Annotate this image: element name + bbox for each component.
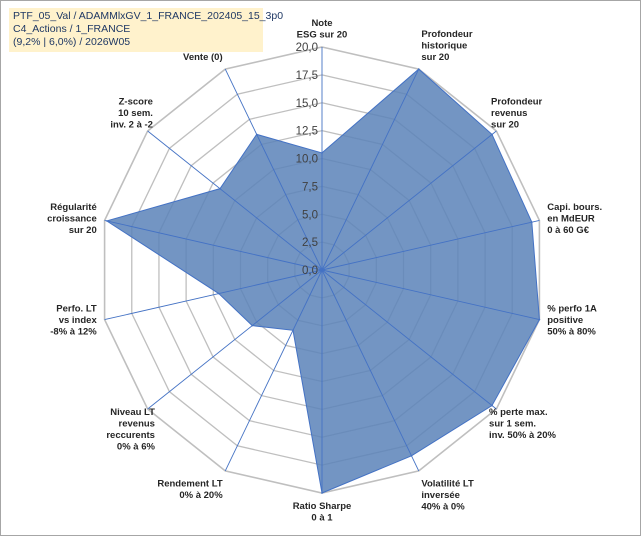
axis-label-line: Niveau LT — [110, 407, 155, 418]
axis-label-line: en MdEUR — [547, 213, 595, 224]
tick-label: 5,0 — [302, 209, 318, 221]
axis-label-line: revenus — [119, 418, 155, 429]
radar-tick-labels: 0,0 2,5 5,0 7,5 10,0 12,5 15,0 17,5 20,0 — [296, 42, 318, 277]
axis-label: Rendement LT 0% à 20% — [157, 478, 223, 501]
header-line-3: (9,2% | 6,0%) / 2026W05 — [13, 36, 131, 48]
axis-label-line: % perte max. — [489, 407, 548, 418]
axis-label-line: historique — [421, 41, 467, 52]
axis-label: Profondeur revenus sur 20 — [491, 97, 542, 131]
axis-label: Régularité croissance sur 20 — [47, 202, 97, 236]
axis-label-line: inv. 2 à -2 — [110, 120, 153, 131]
axis-label-line: Perfo. LT — [56, 304, 97, 315]
axis-label-line: inv. 50% à 20% — [489, 430, 556, 441]
axis-label-line: 0 à 60 G€ — [547, 225, 589, 236]
tick-label: 12,5 — [296, 126, 318, 138]
axis-spoke — [321, 269, 540, 321]
axis-label-line: Ratio Sharpe — [293, 501, 352, 512]
axis-label-line: Volatilité LT — [421, 478, 474, 489]
axis-spoke — [321, 269, 420, 472]
axis-label-line: Profondeur — [421, 29, 472, 40]
tick-label: 2,5 — [302, 237, 318, 249]
axis-spoke — [321, 130, 497, 271]
axis-label: Profondeur historique sur 20 — [421, 29, 472, 63]
axis-label-line: sur 1 sem. — [489, 418, 536, 429]
header-line-1: PTF_05_Val / ADAMMlxGV_1_FRANCE_202405_1… — [13, 10, 284, 22]
axis-label-line: sur 20 — [491, 120, 519, 131]
axis-label-line: positive — [547, 315, 583, 326]
axis-spoke — [321, 68, 420, 271]
axis-label-line: sur 20 — [69, 225, 97, 236]
axis-label-line: vs index — [59, 315, 98, 326]
axis-spoke — [147, 130, 323, 271]
axis-label: % perte max. sur 1 sem. inv. 50% à 20% — [489, 407, 556, 441]
axis-label-line: 40% à 0% — [421, 501, 465, 512]
tick-label: 7,5 — [302, 181, 318, 193]
tick-label: 10,0 — [296, 154, 318, 166]
tick-label: 17,5 — [296, 70, 318, 82]
header-line-2: C4_Actions / 1_FRANCE — [13, 23, 131, 35]
radar-spokes — [104, 47, 540, 493]
axis-label-line: reccurents — [106, 430, 155, 441]
axis-label-line: croissance — [47, 213, 97, 224]
axis-label-line: Note — [311, 18, 332, 29]
axis-label-line: inversée — [421, 490, 460, 501]
axis-label: % perfo 1A positive 50% à 80% — [547, 304, 597, 338]
axis-label-line: Z-score — [119, 97, 153, 108]
axis-label: Ratio Sharpe 0 à 1 — [293, 501, 352, 524]
axis-label-line: ESG sur 20 — [297, 30, 348, 41]
axis-label-line: Profondeur — [491, 97, 542, 108]
axis-spoke — [147, 269, 323, 410]
axis-label-line: -8% à 12% — [50, 327, 97, 338]
series-area — [105, 68, 540, 494]
axis-spoke — [321, 219, 540, 271]
radar-series — [105, 68, 541, 494]
axis-label-line: 0 à 1 — [311, 513, 333, 524]
axis-label-line: Capi. bours. — [547, 202, 602, 213]
axis-label: Perfo. LT vs index -8% à 12% — [50, 304, 97, 338]
axis-label-line: sur 20 — [421, 52, 449, 63]
axis-label-line: Vente (0) — [183, 52, 223, 63]
axis-label: Z-score 10 sem. inv. 2 à -2 — [110, 97, 153, 131]
axis-label-line: 50% à 80% — [547, 327, 596, 338]
axis-label: Note ESG sur 20 — [297, 18, 348, 41]
axis-spoke — [321, 269, 497, 410]
axis-label: Capi. bours. en MdEUR 0 à 60 G€ — [547, 202, 602, 236]
tick-label: 20,0 — [296, 42, 318, 54]
axis-spoke — [104, 219, 323, 271]
axis-label-line: % perfo 1A — [547, 304, 597, 315]
axis-label-line: Rendement LT — [157, 478, 222, 489]
axis-label-line: 0% à 20% — [179, 490, 223, 501]
axis-spoke — [224, 68, 323, 271]
axis-label-line: revenus — [491, 108, 527, 119]
axis-label: Niveau LT revenus reccurents 0% à 6% — [106, 407, 155, 453]
tick-label: 0,0 — [302, 265, 318, 277]
axis-spoke — [224, 269, 323, 472]
axis-spoke — [104, 269, 323, 321]
tick-label: 15,0 — [296, 98, 318, 110]
chart-header: PTF_05_Val / ADAMMlxGV_1_FRANCE_202405_1… — [9, 8, 284, 52]
axis-label-line: 10 sem. — [118, 108, 153, 119]
axis-label-line: Régularité — [50, 202, 96, 213]
axis-label: Volatilité LT inversée 40% à 0% — [421, 478, 474, 512]
axis-label-line: 0% à 6% — [117, 441, 156, 452]
